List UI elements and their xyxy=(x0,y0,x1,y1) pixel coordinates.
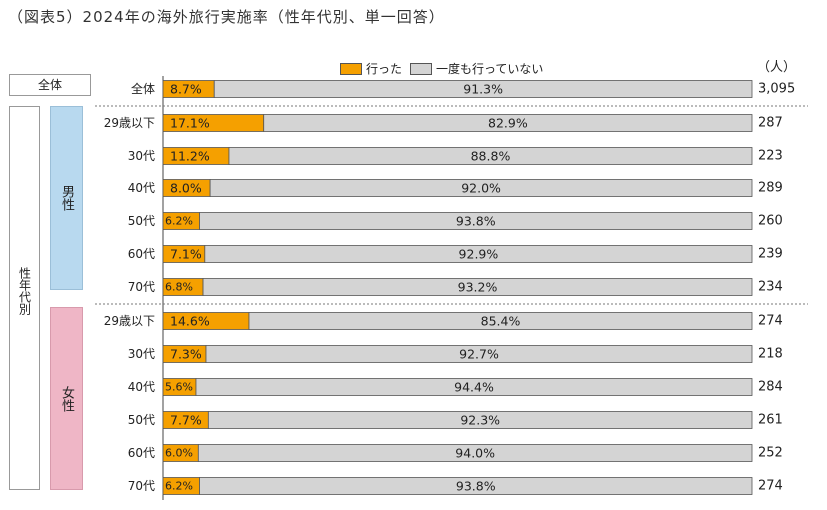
sample-size-label: 287 xyxy=(758,116,783,131)
data-label-went: 6.0% xyxy=(165,447,193,460)
sample-size-label: 289 xyxy=(758,181,783,196)
category-label: 70代 xyxy=(128,280,155,294)
group-male-label: 男性 xyxy=(59,185,74,211)
sample-size-label: 239 xyxy=(758,247,783,262)
data-label-went: 6.2% xyxy=(165,480,193,493)
sample-size-label: 274 xyxy=(758,314,783,329)
data-label-never: 91.3% xyxy=(463,82,503,97)
bar-never xyxy=(248,312,753,330)
legend-swatch-went xyxy=(340,62,362,75)
sample-size-label: 274 xyxy=(758,479,783,494)
sample-size-label: 234 xyxy=(758,280,783,295)
bar-never xyxy=(207,411,753,429)
category-label: 29歳以下 xyxy=(104,116,155,130)
group-male-box: 男性 xyxy=(50,106,83,290)
data-label-went: 11.2% xyxy=(170,149,210,164)
sample-size-label: 261 xyxy=(758,413,783,428)
bar-never xyxy=(197,444,753,462)
data-label-went: 8.7% xyxy=(170,82,202,97)
data-label-went: 14.6% xyxy=(170,314,210,329)
group-gender-age-box: 性年代別 xyxy=(9,106,40,490)
category-label: 60代 xyxy=(128,247,155,261)
category-label: 70代 xyxy=(128,479,155,493)
sample-size-label: 223 xyxy=(758,149,783,164)
data-label-never: 93.8% xyxy=(456,479,496,494)
sample-size-label: 3,095 xyxy=(758,82,795,97)
group-all-label: 全体 xyxy=(9,74,91,96)
data-label-never: 82.9% xyxy=(488,116,528,131)
bar-never xyxy=(213,80,753,98)
legend-label-went: 行った xyxy=(366,62,403,76)
category-label: 40代 xyxy=(128,380,155,394)
bar-never xyxy=(199,477,753,495)
category-label: 50代 xyxy=(128,214,155,228)
sample-size-label: 284 xyxy=(758,380,783,395)
data-label-never: 92.9% xyxy=(459,247,499,262)
data-label-went: 8.0% xyxy=(170,181,202,196)
data-label-went: 7.3% xyxy=(170,347,202,362)
category-label: 30代 xyxy=(128,149,155,163)
data-label-never: 88.8% xyxy=(471,149,511,164)
group-female-label: 女性 xyxy=(59,386,74,412)
data-label-went: 6.2% xyxy=(165,215,193,228)
legend: 行った 一度も行っていない xyxy=(340,60,543,77)
data-label-went: 5.6% xyxy=(165,381,193,394)
category-label: 30代 xyxy=(128,347,155,361)
data-label-never: 93.2% xyxy=(458,280,498,295)
bar-never xyxy=(263,114,753,132)
category-label: 60代 xyxy=(128,446,155,460)
data-label-never: 94.0% xyxy=(455,446,495,461)
bar-never xyxy=(199,212,753,230)
bar-never xyxy=(209,179,753,197)
unit-label: （人） xyxy=(757,60,797,75)
bar-never xyxy=(202,278,753,296)
sample-size-label: 252 xyxy=(758,446,783,461)
data-label-never: 92.0% xyxy=(461,181,501,196)
bar-never xyxy=(228,147,753,165)
data-label-never: 92.3% xyxy=(460,413,500,428)
data-label-went: 7.1% xyxy=(170,247,202,262)
data-label-never: 93.8% xyxy=(456,214,496,229)
bar-never xyxy=(205,345,753,363)
data-label-went: 6.8% xyxy=(165,281,193,294)
bar-never xyxy=(195,378,753,396)
category-label: 全体 xyxy=(131,81,155,96)
legend-label-never: 一度も行っていない xyxy=(436,62,544,76)
group-female-box: 女性 xyxy=(50,307,83,490)
data-label-never: 92.7% xyxy=(459,347,499,362)
legend-swatch-never xyxy=(410,62,433,75)
data-label-never: 85.4% xyxy=(481,314,521,329)
sample-size-label: 260 xyxy=(758,214,783,229)
data-label-went: 7.7% xyxy=(170,413,202,428)
group-gender-age-label: 性年代別 xyxy=(17,267,32,315)
sample-size-label: 218 xyxy=(758,347,783,362)
category-label: 29歳以下 xyxy=(104,314,155,328)
chart-title: （図表5）2024年の海外旅行実施率（性年代別、単一回答） xyxy=(8,8,445,26)
category-label: 50代 xyxy=(128,413,155,427)
data-label-went: 17.1% xyxy=(170,116,210,131)
bar-never xyxy=(204,245,753,263)
category-label: 40代 xyxy=(128,181,155,195)
data-label-never: 94.4% xyxy=(454,380,494,395)
